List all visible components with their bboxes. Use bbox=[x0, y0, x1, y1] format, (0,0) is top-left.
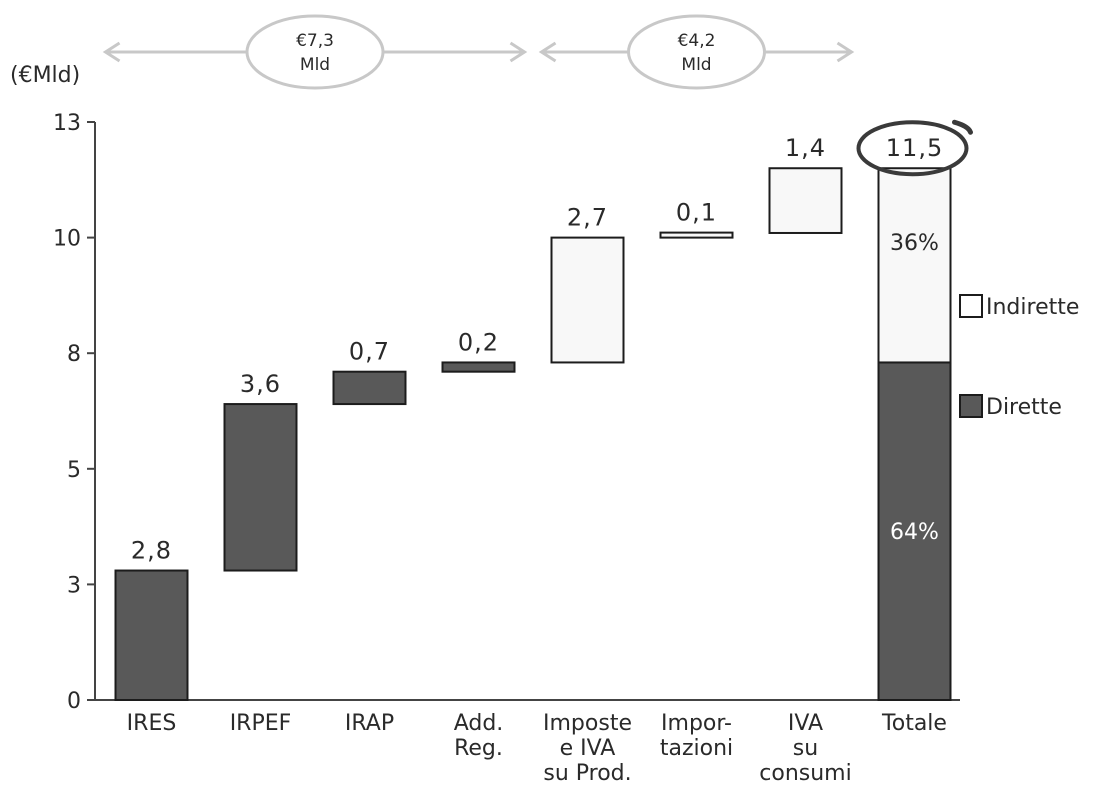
bar-value-label: 3,6 bbox=[240, 370, 281, 398]
bar-4 bbox=[441, 361, 516, 373]
bar-value-label: 1,4 bbox=[785, 134, 826, 162]
bar-value-label: 2,7 bbox=[567, 204, 608, 232]
y-tick-label: 0 bbox=[67, 689, 81, 714]
category-label: IRPEF bbox=[230, 711, 292, 736]
bracket-arrow-left bbox=[538, 41, 557, 63]
category-label: Reg. bbox=[454, 736, 503, 761]
bracket-ellipse bbox=[627, 14, 766, 90]
bracket-ellipse bbox=[245, 14, 385, 90]
bracket-2: €4,2 Mld bbox=[538, 14, 855, 90]
total-highlight-stroke bbox=[952, 119, 973, 135]
category-label: Add. bbox=[454, 711, 504, 736]
bar-value-label: 2,8 bbox=[131, 537, 172, 565]
bracket-label: Mld bbox=[681, 55, 711, 75]
bracket-arrow-right bbox=[509, 41, 528, 63]
legend-label-indirect: Indirette bbox=[986, 295, 1079, 320]
bracket-label: €7,3 bbox=[296, 31, 334, 51]
category-label: IRAP bbox=[345, 711, 394, 736]
y-tick-label: 8 bbox=[67, 342, 81, 367]
legend-swatch-direct bbox=[959, 394, 983, 418]
category-label: su Prod. bbox=[543, 761, 631, 786]
bar-6 bbox=[659, 231, 734, 239]
category-label: Totale bbox=[881, 711, 947, 736]
bar-value-label: 0,1 bbox=[676, 199, 717, 227]
bar-5 bbox=[550, 236, 625, 364]
y-tick-label: 5 bbox=[67, 458, 81, 483]
category-label: Imposte bbox=[543, 711, 632, 736]
bar-7 bbox=[768, 167, 843, 234]
total-bar-direct bbox=[877, 361, 952, 701]
legend-swatch-indirect bbox=[959, 294, 983, 318]
y-tick-label: 3 bbox=[67, 573, 81, 598]
bar-1 bbox=[114, 569, 189, 702]
bar-value-label: 0,2 bbox=[458, 328, 499, 356]
category-label: IVA bbox=[788, 711, 823, 736]
total-indirect-share: 36% bbox=[890, 231, 939, 256]
category-label: Impor- bbox=[661, 711, 732, 736]
bracket-arrow-left bbox=[102, 41, 121, 63]
total-bar-indirect bbox=[877, 167, 952, 364]
bracket-label: €4,2 bbox=[678, 31, 716, 51]
category-label: e IVA bbox=[560, 736, 616, 761]
y-unit-label: (€Mld) bbox=[10, 63, 80, 88]
y-tick-label: 13 bbox=[53, 111, 81, 136]
category-label: IRES bbox=[127, 711, 177, 736]
category-label: tazioni bbox=[660, 736, 733, 761]
category-label: su bbox=[793, 736, 818, 761]
bracket-label: Mld bbox=[300, 55, 330, 75]
legend-label-direct: Dirette bbox=[986, 395, 1062, 420]
total-direct-share: 64% bbox=[890, 520, 939, 545]
y-tick-label: 10 bbox=[53, 227, 81, 252]
bar-2 bbox=[223, 403, 298, 572]
total-value-label: 11,5 bbox=[886, 134, 943, 162]
bar-3 bbox=[332, 370, 407, 406]
bar-value-label: 0,7 bbox=[349, 338, 390, 366]
bracket-1: €7,3 Mld bbox=[102, 14, 528, 90]
bracket-arrow-right bbox=[836, 41, 855, 63]
total-highlight-circle bbox=[856, 120, 969, 177]
category-label: consumi bbox=[759, 761, 851, 786]
